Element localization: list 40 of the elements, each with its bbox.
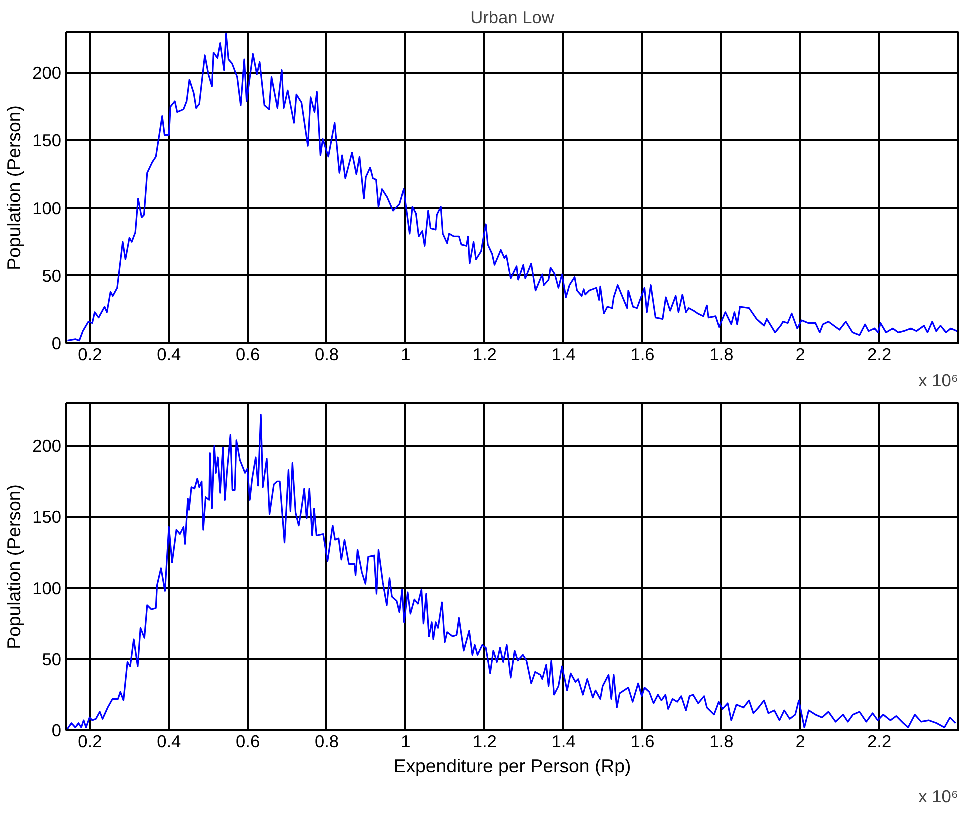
x-tick-label: 1: [401, 344, 411, 364]
y-tick-label: 50: [42, 649, 62, 670]
x-tick-label: 0.2: [78, 344, 102, 364]
y-tick-label: 0: [52, 334, 62, 354]
y-tick-label: 50: [42, 266, 62, 286]
y-tick-label: 200: [32, 436, 62, 456]
y-tick-label: 100: [32, 198, 62, 218]
x-tick-label: 2: [796, 732, 806, 752]
line-series: [66, 414, 957, 730]
y-axis-title: Population (Person): [4, 484, 25, 650]
x-tick-label: 1.4: [552, 732, 576, 752]
x-tick-label: 1.6: [630, 344, 655, 364]
y-tick-label: 150: [32, 507, 62, 528]
x-axis-title: Expenditure per Person (Rp): [394, 756, 632, 776]
y-tick-label: 150: [32, 130, 62, 151]
y-tick-label: 0: [52, 720, 62, 740]
x-tick-label: 0.4: [157, 732, 182, 752]
x-tick-label: 0.6: [236, 344, 260, 364]
x-tick-label: 0.8: [314, 732, 340, 752]
line-series: [66, 33, 958, 342]
x-tick-label: 2.2: [868, 344, 892, 364]
y-tick-label: 200: [32, 63, 62, 84]
x-tick-label: 1: [401, 732, 411, 752]
y-axis-title: Population (Person): [4, 106, 25, 270]
x-tick-label: 1.8: [710, 344, 734, 364]
text: x 10⁶: [918, 786, 959, 806]
x-tick-label: 1.8: [710, 732, 734, 752]
x-tick-label: 1.4: [552, 344, 576, 364]
x-tick-label: 2: [796, 344, 806, 364]
x-tick-label: 2.2: [868, 732, 892, 752]
y-tick-label: 100: [32, 578, 62, 598]
x-tick-label: 1.6: [630, 732, 655, 752]
x-tick-label: 0.6: [236, 732, 260, 752]
text: x 10⁶: [918, 370, 959, 390]
x-tick-label: 0.4: [157, 344, 182, 364]
x-tick-label: 1.2: [472, 732, 497, 752]
chart-title: Urban Low: [470, 8, 555, 28]
x-tick-label: 1.2: [472, 344, 497, 364]
x-tick-label: 0.8: [314, 344, 340, 364]
x-tick-label: 0.2: [78, 732, 102, 752]
